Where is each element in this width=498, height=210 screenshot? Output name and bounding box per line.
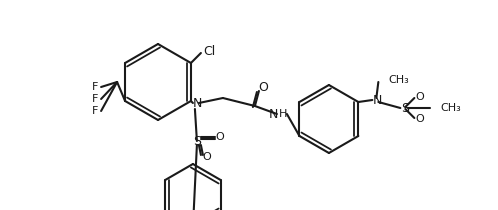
Text: F: F <box>92 82 98 92</box>
Text: O: O <box>415 114 424 124</box>
Text: N: N <box>373 93 382 106</box>
Text: CH₃: CH₃ <box>388 75 409 85</box>
Text: O: O <box>203 152 211 162</box>
Text: N: N <box>268 108 278 121</box>
Text: N: N <box>193 97 202 109</box>
Text: O: O <box>258 80 268 93</box>
Text: O: O <box>216 132 224 142</box>
Text: S: S <box>401 101 409 114</box>
Text: F: F <box>92 94 98 104</box>
Text: F: F <box>92 106 98 116</box>
Text: CH₃: CH₃ <box>440 103 461 113</box>
Text: O: O <box>415 92 424 102</box>
Text: Cl: Cl <box>203 45 215 58</box>
Text: S: S <box>193 134 201 147</box>
Text: H: H <box>279 109 287 119</box>
